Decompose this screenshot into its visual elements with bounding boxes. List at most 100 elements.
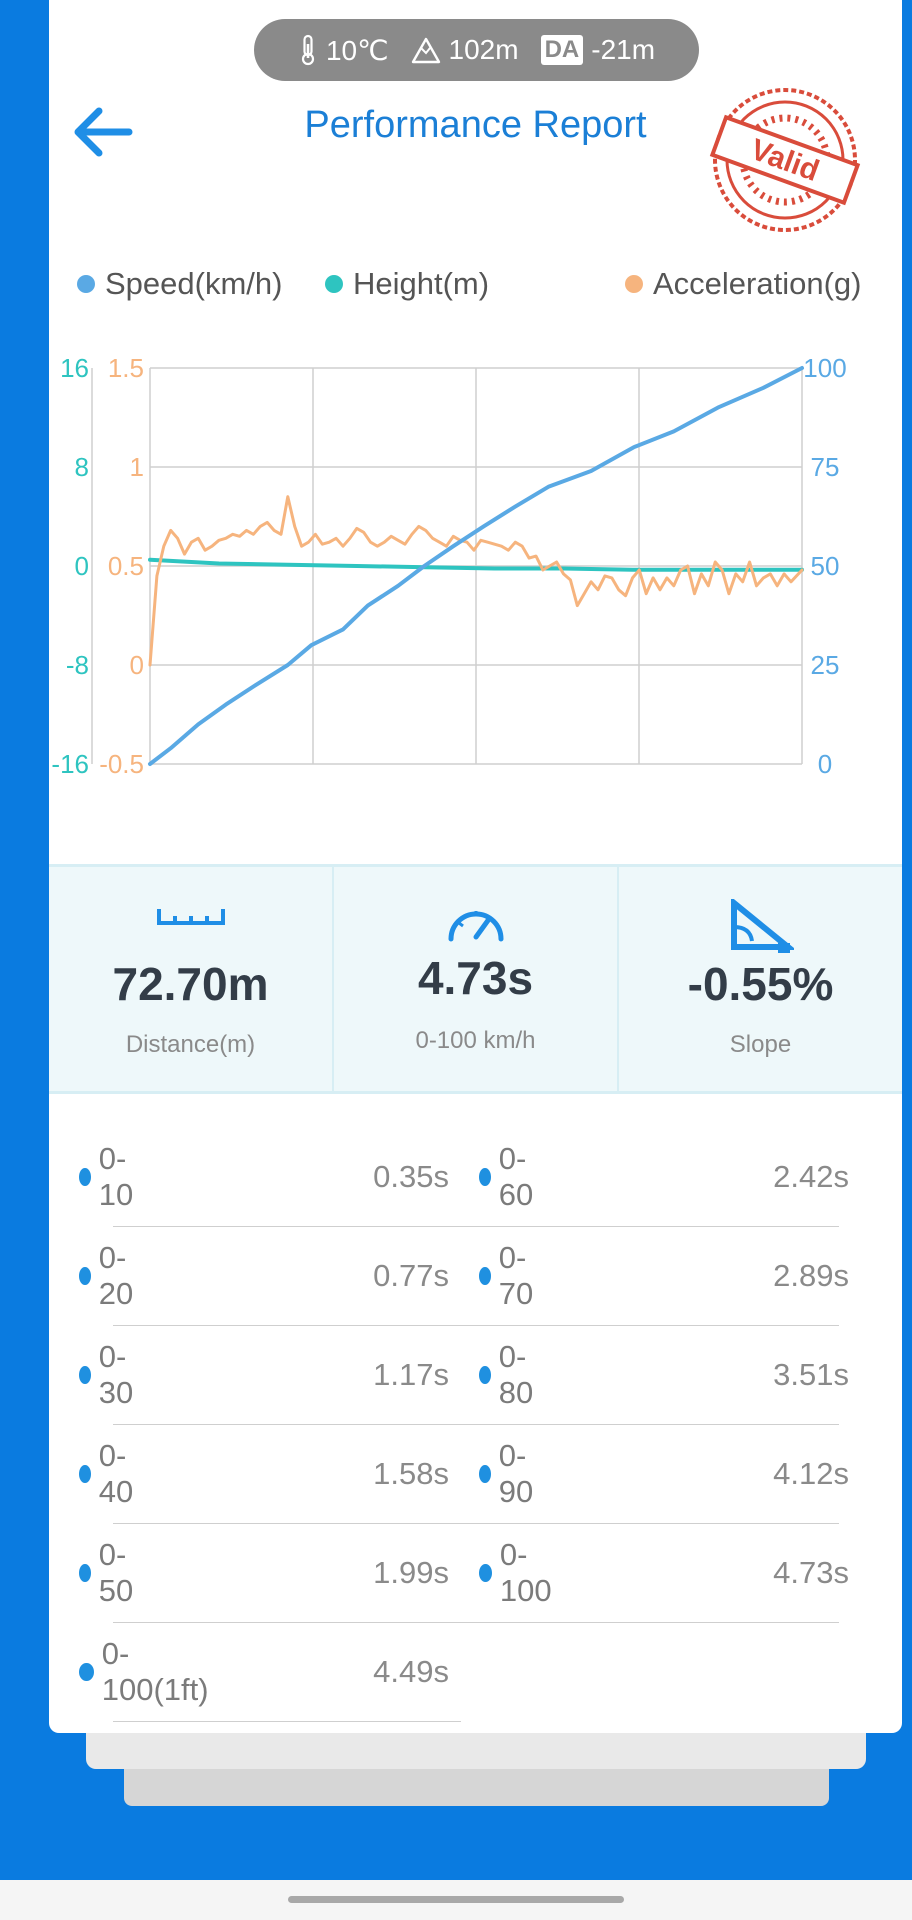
- distance-label: Distance(m): [125, 1031, 256, 1058]
- split-time: 4.12s: [773, 1456, 849, 1491]
- speed-tick-label: 0: [818, 749, 832, 779]
- height-tick-label: 16: [60, 353, 89, 383]
- speed-tick-label: 50: [811, 551, 840, 581]
- legend-swatch-height: [325, 275, 343, 293]
- bullet-dot: [79, 1464, 91, 1483]
- split-label: 0-60: [498, 1140, 534, 1212]
- split-time: 2.89s: [773, 1258, 849, 1293]
- split-time: 2.42s: [773, 1159, 849, 1194]
- ruler-icon: [156, 909, 225, 925]
- density-altitude-readout: DA -21m: [540, 34, 656, 66]
- speed-tick-label: 75: [811, 452, 840, 482]
- legend-item-height: Height(m): [325, 266, 489, 302]
- split-time: 0.77s: [373, 1258, 449, 1293]
- legend-swatch-speed: [77, 275, 95, 293]
- bullet-dot: [479, 1167, 491, 1186]
- legend-label-acceleration: Acceleration(g): [653, 266, 862, 301]
- split-time: 1.17s: [373, 1357, 449, 1392]
- split-right: 0-70: [479, 1226, 539, 1325]
- bullet-dot: [479, 1464, 491, 1483]
- split-label: 0-70: [498, 1239, 534, 1311]
- split-time: 1.99s: [373, 1555, 449, 1590]
- split-time: 1.58s: [373, 1456, 449, 1491]
- split-right: 0-100: [479, 1523, 557, 1622]
- density-altitude-value: -21m: [591, 34, 656, 65]
- slope-label: Slope: [729, 1031, 792, 1058]
- split-label: 0-90: [498, 1437, 534, 1509]
- stat-acceleration-time: 4.73s 0-100 km/h: [332, 867, 617, 1091]
- speed-tick-label: 25: [811, 650, 840, 680]
- slope-value: -0.55%: [687, 958, 834, 1010]
- legend-swatch-acceleration: [625, 275, 643, 293]
- acceleration-time-value: 4.73s: [417, 952, 534, 1004]
- acceleration-time-label: 0-100 km/h: [415, 1027, 536, 1054]
- split-right: 0-90: [479, 1424, 539, 1523]
- bullet-dot: [79, 1365, 91, 1384]
- split-label: 0-100(1ft): [101, 1635, 209, 1707]
- stat-distance: 72.70m Distance(m): [49, 867, 332, 1091]
- thermometer-icon: [301, 34, 315, 66]
- split-left: 0-30: [79, 1325, 139, 1424]
- da-badge: DA: [540, 35, 584, 65]
- environment-pill: 10℃ 102m DA -21m: [254, 19, 699, 81]
- system-navigation-bar: [0, 1880, 912, 1920]
- split-time: 4.49s: [373, 1654, 449, 1689]
- slope-icon: [730, 899, 794, 953]
- temperature-value: 10℃: [325, 34, 389, 66]
- chart-legend: Speed(km/h) Height(m) Acceleration(g): [77, 266, 897, 310]
- back-arrow-icon: [74, 107, 133, 157]
- stats-panel: 72.70m Distance(m) 4.73s 0-100 km/h -0.5…: [49, 864, 902, 1094]
- temperature-readout: 10℃: [298, 34, 389, 67]
- valid-stamp: Valid: [709, 84, 861, 236]
- split-label: 0-80: [498, 1338, 534, 1410]
- row-divider: [113, 1523, 839, 1524]
- split-time: 3.51s: [773, 1357, 849, 1392]
- bullet-dot: [479, 1266, 491, 1285]
- split-label: 0-30: [98, 1338, 134, 1410]
- bullet-dot: [79, 1662, 94, 1681]
- altitude-value: 102m: [448, 34, 519, 65]
- bullet-dot: [479, 1365, 491, 1384]
- bullet-dot: [79, 1563, 91, 1582]
- acceleration-tick-label: 1: [130, 452, 144, 482]
- altitude-readout: 102m: [411, 34, 519, 66]
- legend-item-acceleration: Acceleration(g): [625, 266, 861, 302]
- split-label: 0-20: [98, 1239, 134, 1311]
- split-left: 0-50: [79, 1523, 139, 1622]
- speed-tick-label: 100: [803, 353, 846, 383]
- legend-label-speed: Speed(km/h): [105, 266, 283, 301]
- acceleration-tick-label: 0: [130, 650, 144, 680]
- row-divider: [113, 1721, 461, 1722]
- speedometer-icon: [448, 911, 503, 942]
- legend-item-speed: Speed(km/h): [77, 266, 282, 302]
- acceleration-tick-label: 0.5: [108, 551, 144, 581]
- bullet-dot: [479, 1563, 492, 1582]
- page-title: Performance Report: [304, 104, 647, 146]
- speed-series-line: [148, 366, 804, 766]
- row-divider: [113, 1622, 839, 1623]
- split-left: 0-100(1ft): [79, 1622, 212, 1721]
- row-divider: [113, 1325, 839, 1326]
- acceleration-tick-label: 1.5: [108, 353, 144, 383]
- split-time: 4.73s: [773, 1555, 849, 1590]
- legend-label-height: Height(m): [353, 266, 490, 301]
- row-divider: [113, 1226, 839, 1227]
- split-right: 0-60: [479, 1127, 539, 1226]
- height-tick-label: -16: [51, 749, 89, 779]
- back-button[interactable]: [67, 100, 137, 164]
- home-gesture-handle[interactable]: [288, 1896, 624, 1903]
- bullet-dot: [79, 1266, 91, 1285]
- height-tick-label: 0: [75, 551, 89, 581]
- height-tick-label: 8: [75, 452, 89, 482]
- stat-slope: -0.55% Slope: [617, 867, 902, 1091]
- distance-value: 72.70m: [112, 958, 269, 1010]
- performance-chart: 16 8 0 -8 -16 1.5 1 0.5 0 -0.5 100 75 50 25 0: [51, 353, 846, 779]
- height-series-line: [148, 557, 804, 572]
- split-time: 0.35s: [373, 1159, 449, 1194]
- split-left: 0-20: [79, 1226, 139, 1325]
- split-label: 0-40: [98, 1437, 134, 1509]
- split-label: 0-10: [98, 1140, 134, 1212]
- height-tick-label: -8: [66, 650, 89, 680]
- bullet-dot: [79, 1167, 91, 1186]
- acceleration-tick-label: -0.5: [99, 749, 144, 779]
